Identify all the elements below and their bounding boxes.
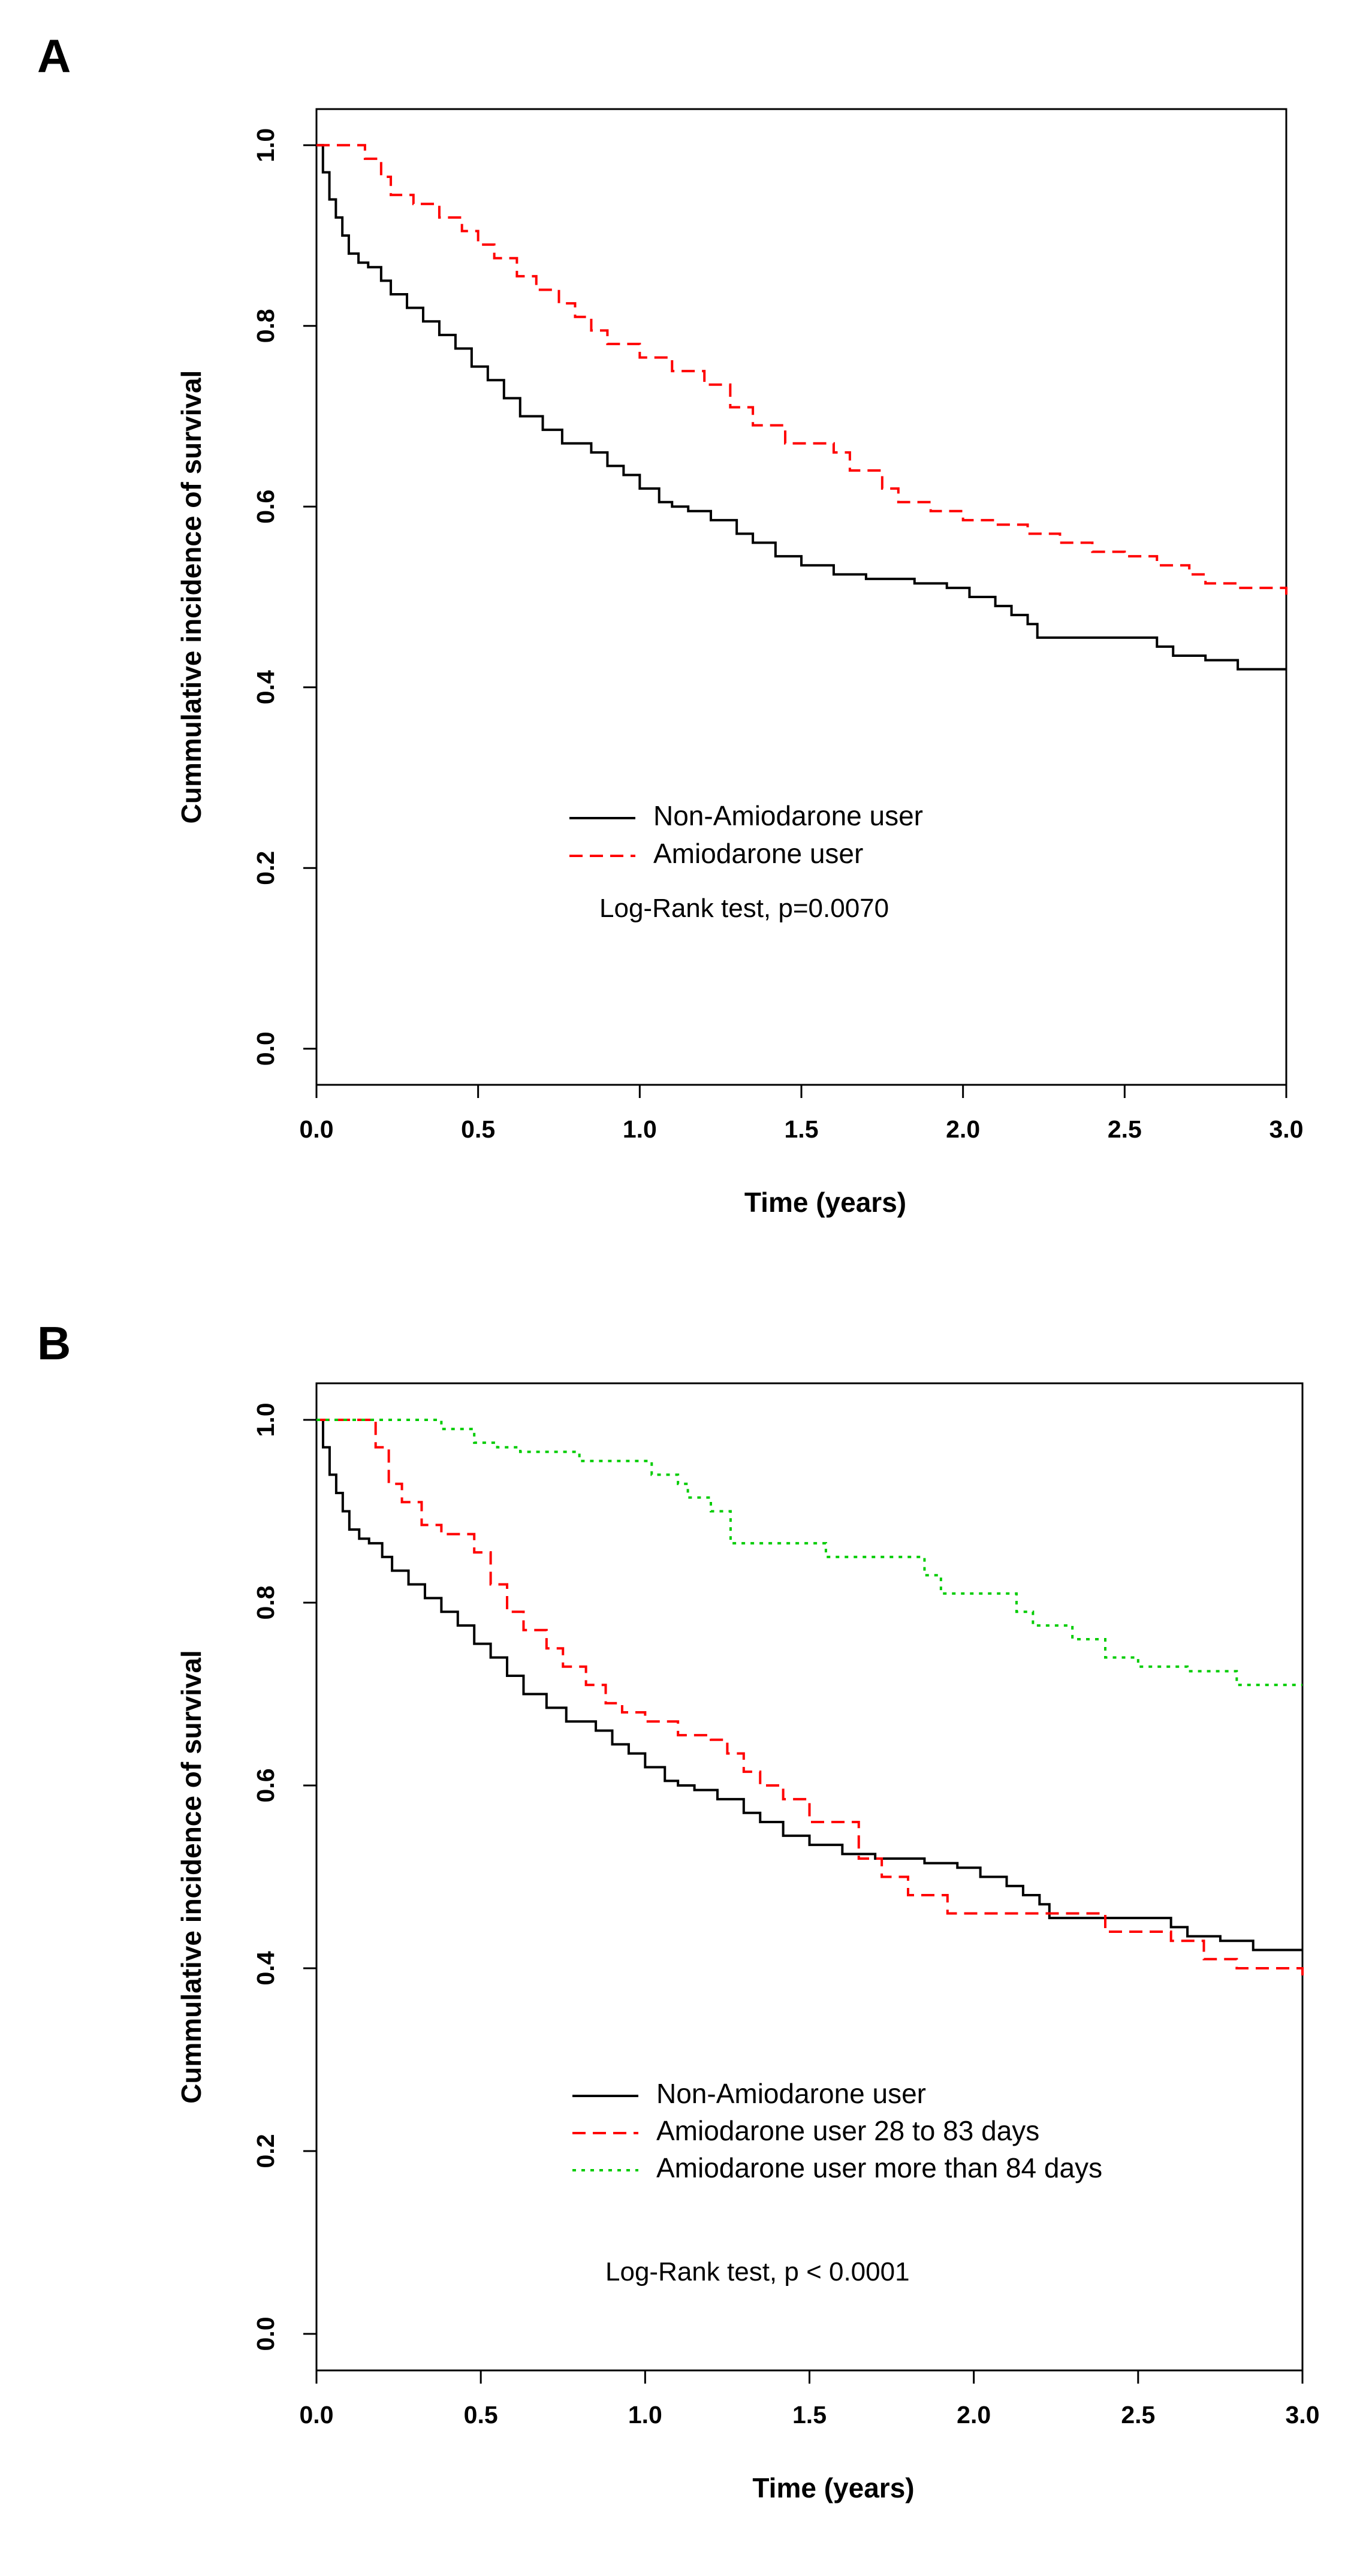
pa-y-tick-label: 0.4 bbox=[252, 670, 279, 704]
pb-series-line-3 bbox=[316, 1419, 1302, 1687]
pb-legend-label-3: Amiodarone user more than 84 days bbox=[656, 2152, 1102, 2183]
pa-x-tick-label: 1.0 bbox=[623, 1115, 657, 1143]
pa-y-tick-label: 0.0 bbox=[252, 1031, 279, 1066]
pa-plot-frame bbox=[315, 108, 1287, 1086]
pb-y-axis-title: Cummulative incidence of survival bbox=[176, 1650, 207, 2104]
pb-y-tick-label: 0.0 bbox=[252, 2317, 279, 2351]
pb-y-tick-label: 0.2 bbox=[252, 2134, 279, 2168]
pb-series-line-1 bbox=[316, 1419, 1302, 1951]
pb-y-tick-label: 0.8 bbox=[252, 1586, 279, 1620]
pa-x-tick-label: 0.5 bbox=[461, 1115, 495, 1143]
pb-legend: Non-Amiodarone user Amiodarone user 28 to… bbox=[572, 2078, 1102, 2183]
pa-y-tick-label: 0.8 bbox=[252, 309, 279, 343]
pa-logrank-annotation: Log-Rank test, p=0.0070 bbox=[599, 894, 889, 923]
pb-x-tick-label: 2.0 bbox=[957, 2401, 991, 2429]
pa-y-tick-label: 0.2 bbox=[252, 851, 279, 885]
pa-x-tick-label: 3.0 bbox=[1269, 1115, 1304, 1143]
pa-x-axis-title: Time (years) bbox=[744, 1187, 906, 1218]
pa-legend-label-1: Non-Amiodarone user bbox=[653, 800, 923, 831]
pb-plot-frame bbox=[315, 1382, 1304, 2372]
pa-y-axis-title: Cummulative incidence of survival bbox=[176, 370, 207, 824]
pa-x-tick-label: 2.5 bbox=[1108, 1115, 1142, 1143]
pa-x-tick-label: 0.0 bbox=[300, 1115, 334, 1143]
panel-letter-a: A bbox=[37, 29, 71, 82]
pa-x-tick-label: 1.5 bbox=[785, 1115, 819, 1143]
pb-x-tick-label: 1.0 bbox=[628, 2401, 662, 2429]
pa-legend: Non-Amiodarone user Amiodarone user bbox=[569, 800, 923, 869]
pb-x-tick-label: 0.5 bbox=[464, 2401, 498, 2429]
pb-logrank-annotation: Log-Rank test, p < 0.0001 bbox=[605, 2257, 910, 2287]
pb-x-tick-label: 0.0 bbox=[300, 2401, 334, 2429]
panel-a-chart: 0.0 0.5 1.0 1.5 2.0 2.5 3.0 0.0 0.2 0.4 0.6 0.8 1.0 T… bbox=[176, 108, 1304, 1218]
pb-y-tick-label: 1.0 bbox=[252, 1403, 279, 1437]
pa-y-tick-label: 0.6 bbox=[252, 490, 279, 524]
pb-series-line-2 bbox=[316, 1419, 1304, 1982]
pb-legend-label-2: Amiodarone user 28 to 83 days bbox=[656, 2115, 1039, 2146]
pa-x-tick-label: 2.0 bbox=[946, 1115, 980, 1143]
panel-letter-b: B bbox=[37, 1317, 71, 1370]
panel-b-chart: 0.0 0.5 1.0 1.5 2.0 2.5 3.0 0.0 0.2 0.4 0.6 0.8 1.0 T… bbox=[176, 1382, 1320, 2503]
pb-x-tick-label: 1.5 bbox=[792, 2401, 827, 2429]
pa-series-line-1 bbox=[316, 144, 1286, 671]
pa-y-tick-label: 1.0 bbox=[252, 128, 279, 162]
pb-x-axis-title: Time (years) bbox=[752, 2472, 914, 2503]
pa-legend-label-2: Amiodarone user bbox=[653, 838, 863, 869]
pb-legend-label-1: Non-Amiodarone user bbox=[656, 2078, 926, 2109]
pb-x-tick-label: 2.5 bbox=[1121, 2401, 1155, 2429]
pb-y-tick-label: 0.6 bbox=[252, 1769, 279, 1803]
pb-x-tick-label: 3.0 bbox=[1286, 2401, 1320, 2429]
pa-series-line-2 bbox=[316, 144, 1287, 597]
pb-y-tick-label: 0.4 bbox=[252, 1951, 279, 1985]
